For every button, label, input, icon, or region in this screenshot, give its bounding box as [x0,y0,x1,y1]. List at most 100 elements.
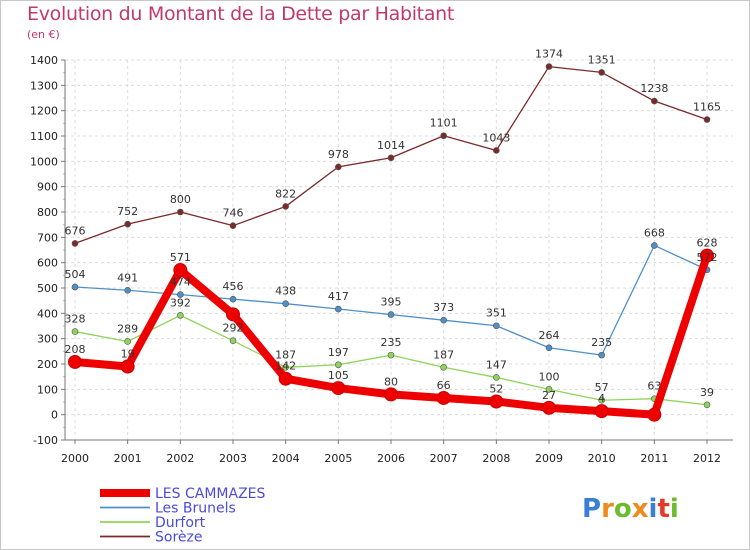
data-label: 197 [328,346,349,359]
data-point [71,328,79,335]
data-point [493,374,500,381]
series-layer [68,63,714,422]
data-point [436,390,451,405]
data-label: 147 [486,358,507,371]
data-label: 571 [170,251,191,264]
data-point [282,300,289,308]
data-point [647,407,662,422]
y-tick-label: 900 [37,181,58,194]
data-label: 1043 [482,131,510,144]
data-label: 100 [539,370,560,383]
data-point [278,371,293,386]
y-tick-label: 1100 [30,130,58,143]
data-point [177,208,184,216]
data-label: 1014 [377,139,405,152]
data-label: 572 [697,251,718,264]
data-label: 438 [275,285,296,298]
data-label: 19 [121,348,135,361]
data-point [493,322,500,330]
data-point [68,354,82,369]
series-durfort [71,312,711,409]
data-label: 351 [486,307,507,320]
x-tick-label: 2001 [114,452,142,465]
data-label: 66 [437,379,451,392]
data-point [177,291,184,298]
data-point [387,311,395,318]
data-label: 752 [117,205,138,218]
data-point [703,401,711,409]
y-tick-label: 200 [37,358,58,371]
data-point [387,154,395,162]
x-tick-label: 2003 [219,452,247,465]
data-label: 668 [644,226,665,239]
series-les-brunels [71,242,711,359]
data-label: 392 [170,296,191,309]
data-label: 80 [384,375,398,388]
y-tick-label: -100 [33,434,58,447]
y-tick-label: 0 [51,409,58,422]
y-tick-label: 600 [37,257,58,270]
data-point [124,220,131,228]
axes: -100 0 100 200 300 400 500 600 700 800 900 1000 1100… [30,54,733,465]
data-point [282,203,289,210]
series-les-cammazes [68,248,714,422]
data-point [598,351,605,359]
data-point [384,387,398,402]
data-point [545,344,553,352]
data-label: 63 [647,380,661,393]
data-point [440,132,447,140]
data-point [387,351,395,359]
y-tick-label: 1200 [30,105,58,118]
data-point [120,359,135,374]
data-point [598,69,605,76]
proxiti-logo: Proxiti [582,494,679,524]
data-point [440,316,447,324]
data-label: 978 [328,148,349,161]
data-point [71,240,79,247]
logo-letter: i [649,494,658,524]
data-point [594,404,609,419]
logo-letter: P [582,494,601,524]
chart-title: Evolution du Montant de la Dette par Hab… [27,3,455,25]
data-point [700,248,714,263]
data-point [545,386,553,393]
y-tick-label: 1300 [30,79,58,92]
data-label: 235 [591,336,612,349]
data-point [651,242,658,249]
data-label: 39 [700,386,714,399]
data-label: 373 [433,301,454,314]
data-label: 208 [65,343,86,356]
data-point [651,97,658,105]
x-tick-label: 2002 [166,452,194,465]
data-point [493,147,500,154]
data-point [229,222,237,229]
data-point [177,312,184,319]
logo-letter: x [632,494,649,524]
data-point [124,286,131,294]
x-tick-label: 2004 [272,452,300,465]
data-point [335,305,342,313]
data-point [71,283,79,291]
data-point [331,381,346,396]
logo-letter: o [614,494,632,524]
data-point [703,116,711,123]
logo-text: Proxiti [582,494,679,524]
plot-area [65,60,733,440]
data-label: 1351 [588,53,616,66]
data-point [282,363,289,371]
data-label: 1238 [640,82,668,95]
logo-letter: r [601,494,614,524]
data-labels: 208 19 571 142 105 80 66 52 27 4 628 504 491 474 456 43… [65,48,722,406]
data-label: 628 [697,237,718,250]
legend-label: Sorèze [155,530,202,546]
data-point [545,63,553,70]
y-tick-label: 500 [37,282,58,295]
data-label: 289 [117,322,138,335]
data-label: 235 [381,336,402,349]
data-point [124,338,131,345]
y-tick-label: 400 [37,307,58,320]
data-label: 746 [223,207,244,220]
data-label: 142 [275,360,296,373]
logo-letter: t [657,494,669,524]
